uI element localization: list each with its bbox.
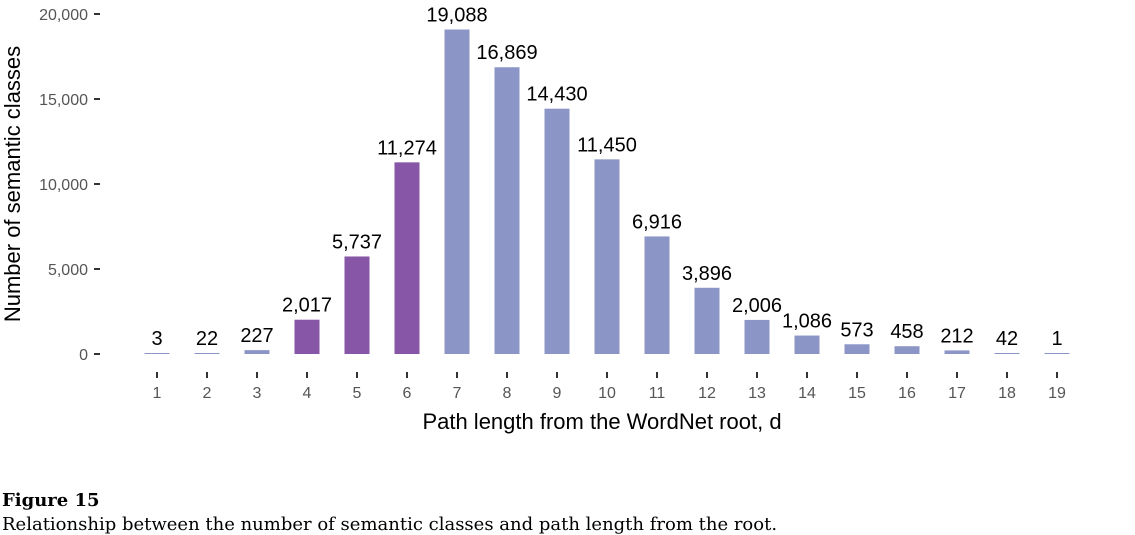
bar-value-label: 3,896 [682, 263, 732, 285]
y-axis-title: Number of semantic classes [0, 46, 25, 322]
x-tick-label: 16 [898, 385, 916, 402]
bar-value-label: 6,916 [632, 211, 682, 233]
bar-value-label: 11,274 [377, 137, 437, 159]
figure-caption: Figure 15 [2, 490, 100, 511]
x-tick-label: 18 [998, 385, 1016, 402]
bar [444, 29, 470, 355]
x-tick-label: 19 [1048, 385, 1066, 402]
bar-value-label: 3 [151, 328, 162, 350]
bar [544, 108, 570, 354]
bar-value-label: 14,430 [526, 84, 587, 106]
x-axis-title: Path length from the WordNet root, d [422, 409, 781, 434]
x-tick-label: 7 [453, 385, 462, 402]
bar [194, 353, 220, 354]
x-tick-label: 6 [403, 385, 412, 402]
bar-value-label: 5,737 [332, 231, 382, 253]
bar-value-label: 11,450 [577, 134, 637, 156]
bar [244, 350, 270, 354]
bar [644, 236, 670, 354]
y-tick-label: 15,000 [39, 92, 88, 109]
bar-value-label: 2,017 [282, 295, 332, 317]
bar-value-label: 1 [1051, 328, 1062, 350]
x-tick-label: 9 [553, 385, 562, 402]
bar [594, 159, 620, 354]
x-tick-label: 10 [598, 385, 616, 402]
y-tick-label: 0 [79, 347, 88, 364]
x-axis: 1 2 3 4 5 6 7 8 9 10 11 12 13 14 15 16 17 18 19 [153, 372, 1066, 402]
bar [144, 353, 170, 354]
bar-value-label: 22 [196, 328, 218, 350]
bar-value-label: 2,006 [732, 295, 782, 317]
x-tick-label: 4 [303, 385, 312, 402]
x-tick-label: 2 [203, 385, 212, 402]
bar-value-labels: 3 22 227 2,017 5,737 11,274 19,088 16,869 14,430… [151, 5, 1062, 350]
bar-value-label: 16,869 [476, 42, 537, 64]
x-tick-label: 17 [948, 385, 966, 402]
x-tick-label: 3 [253, 385, 262, 402]
bar [994, 353, 1020, 354]
bar [844, 344, 870, 354]
x-tick-label: 11 [649, 385, 666, 402]
bar [744, 319, 770, 354]
x-tick-label: 13 [748, 385, 766, 402]
bar [1044, 353, 1070, 354]
bars [144, 29, 1070, 355]
bar-value-label: 458 [890, 321, 923, 343]
bar [294, 319, 320, 354]
x-tick-label: 1 [153, 385, 162, 402]
bar [694, 287, 720, 354]
bar [344, 256, 370, 354]
bar-value-label: 1,086 [782, 311, 832, 333]
y-axis: 0 5,000 10,000 15,000 20,000 [39, 7, 100, 364]
y-tick-label: 5,000 [48, 262, 88, 279]
x-tick-label: 8 [503, 385, 512, 402]
bar-value-label: 19,088 [426, 5, 487, 27]
x-tick-label: 12 [698, 385, 716, 402]
x-tick-label: 14 [798, 385, 816, 402]
bar-value-label: 42 [996, 328, 1018, 350]
x-tick-label: 15 [848, 385, 866, 402]
bar-value-label: 573 [840, 319, 873, 341]
x-tick-label: 5 [353, 385, 362, 402]
bar-value-label: 212 [940, 325, 973, 347]
y-tick-label: 10,000 [39, 177, 88, 194]
y-tick-label: 20,000 [39, 7, 88, 24]
bar [944, 350, 970, 354]
bar [894, 346, 920, 354]
bar-value-label: 227 [240, 325, 273, 347]
bar [494, 67, 520, 355]
bar [794, 335, 820, 354]
bar [394, 162, 420, 354]
